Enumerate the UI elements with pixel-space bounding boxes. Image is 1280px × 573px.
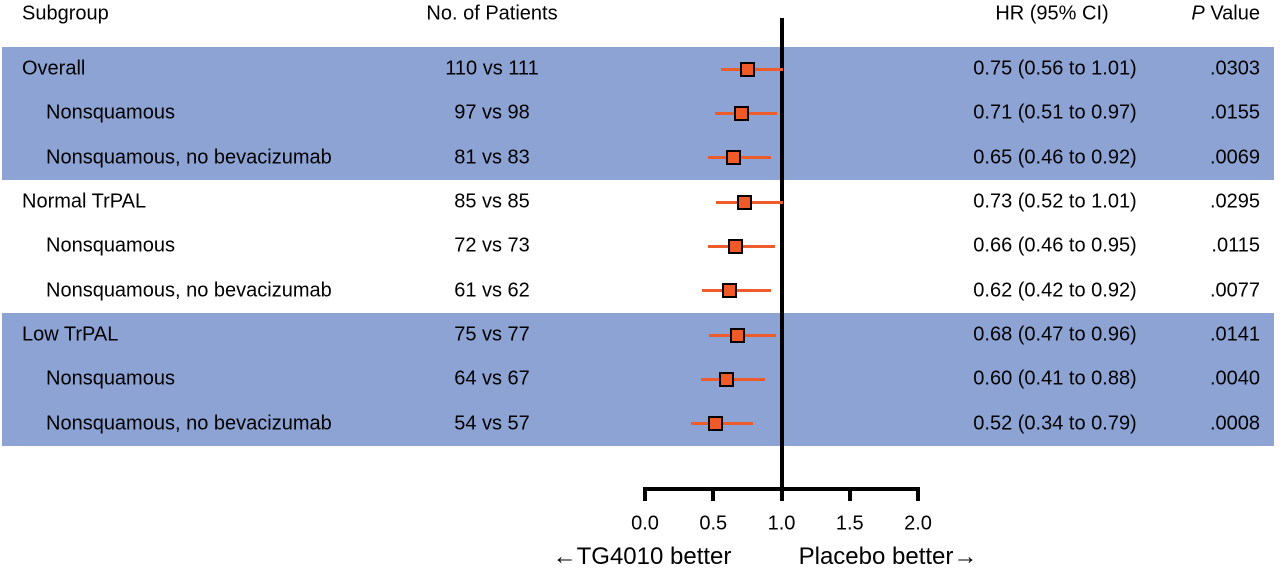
x-axis-tick-label: 2.0 (904, 512, 932, 535)
hazard-ratio-marker (737, 194, 753, 210)
subgroup-label: Nonsquamous (46, 234, 175, 257)
hazard-ratio-marker (708, 416, 724, 432)
hazard-ratio-marker (730, 327, 746, 343)
reference-line (779, 18, 784, 501)
axis-direction-label-right: Placebo better→ (798, 543, 978, 570)
p-value: .0295 (1209, 190, 1260, 213)
p-value: .0155 (1209, 101, 1260, 124)
hazard-ratio-marker (722, 283, 738, 299)
subgroup-label: Nonsquamous, no bevacizumab (46, 146, 332, 169)
axis-direction-label-left: ←TG4010 better (552, 543, 732, 570)
hr-ci-value: 0.65 (0.46 to 0.92) (973, 146, 1137, 169)
x-axis-tick (643, 487, 647, 501)
subgroup-label: Normal TrPAL (22, 190, 147, 213)
patients-count: 81 vs 83 (454, 146, 530, 169)
patients-count: 97 vs 98 (454, 101, 530, 124)
row-band (2, 47, 1274, 180)
hr-ci-value: 0.66 (0.46 to 0.95) (973, 234, 1137, 257)
hazard-ratio-marker (734, 105, 750, 121)
row-band (2, 312, 1274, 446)
hazard-ratio-marker (727, 238, 743, 254)
p-value-rest: Value (1204, 2, 1260, 25)
p-value: .0040 (1209, 367, 1260, 390)
p-value: .0303 (1209, 57, 1260, 80)
column-header-hr-ci: HR (95% CI) (995, 2, 1109, 25)
hr-ci-value: 0.75 (0.56 to 1.01) (973, 57, 1137, 80)
x-axis-tick (847, 487, 852, 501)
subgroup-label: Low TrPAL (22, 323, 119, 346)
subgroup-label: Nonsquamous, no bevacizumab (46, 412, 332, 435)
hazard-ratio-marker (726, 150, 742, 166)
row-band (2, 179, 1274, 313)
column-header-patients: No. of Patients (426, 2, 558, 25)
subgroup-label: Nonsquamous (46, 101, 175, 124)
hazard-ratio-marker (719, 371, 735, 387)
patients-count: 110 vs 111 (445, 57, 539, 80)
p-value: .0115 (1211, 234, 1260, 257)
column-header-p-value: P Value (1191, 3, 1260, 26)
x-axis-tick-label: 1.5 (835, 512, 864, 535)
patients-count: 64 vs 67 (454, 367, 530, 390)
patients-count: 54 vs 57 (454, 412, 530, 435)
p-value: .0077 (1209, 279, 1260, 302)
hr-ci-value: 0.71 (0.51 to 0.97) (973, 101, 1137, 124)
hr-ci-value: 0.52 (0.34 to 0.79) (973, 412, 1137, 435)
patients-count: 72 vs 73 (454, 234, 530, 257)
column-header-subgroup: Subgroup (22, 2, 109, 25)
x-axis-tick (779, 487, 784, 501)
x-axis-tick (711, 487, 716, 501)
patients-count: 61 vs 62 (454, 279, 530, 302)
p-value: .0008 (1209, 412, 1260, 435)
x-axis-tick-label: 1.0 (767, 512, 796, 535)
patients-count: 75 vs 77 (454, 323, 530, 346)
patients-count: 85 vs 85 (454, 190, 530, 213)
subgroup-label: Nonsquamous, no bevacizumab (46, 279, 332, 302)
subgroup-label: Overall (22, 57, 86, 80)
hr-ci-value: 0.60 (0.41 to 0.88) (973, 367, 1137, 390)
p-value-italic-p: P (1191, 2, 1205, 25)
hr-ci-value: 0.62 (0.42 to 0.92) (973, 279, 1137, 302)
x-axis-tick-label: 0.0 (631, 512, 659, 535)
x-axis-tick-label: 0.5 (699, 512, 728, 535)
hazard-ratio-marker (739, 61, 755, 77)
x-axis-tick (916, 487, 920, 501)
hr-ci-value: 0.73 (0.52 to 1.01) (973, 190, 1137, 213)
hr-ci-value: 0.68 (0.47 to 0.96) (973, 323, 1137, 346)
subgroup-label: Nonsquamous (46, 367, 175, 390)
p-value: .0069 (1209, 146, 1260, 169)
p-value: .0141 (1209, 323, 1260, 346)
